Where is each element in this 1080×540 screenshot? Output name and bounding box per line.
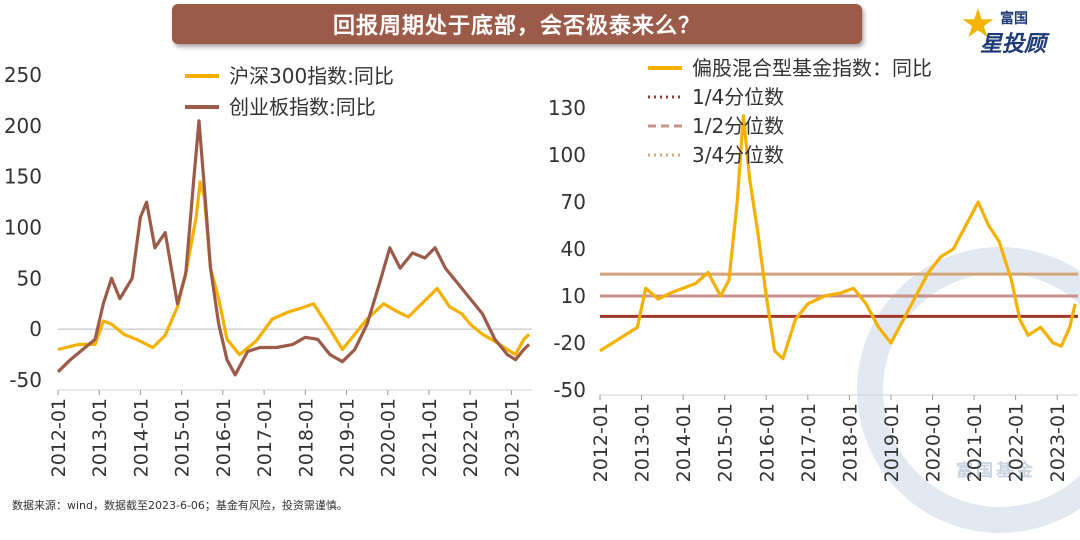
- x-tick-label: 2015-01: [172, 398, 194, 477]
- x-tick-label: 2012-01: [590, 403, 612, 482]
- watermark: 富国基金: [956, 461, 1036, 481]
- y-tick-label: 100: [4, 216, 42, 240]
- y-tick-label: 200: [4, 114, 42, 138]
- x-tick-label: 2013-01: [89, 398, 111, 477]
- y-tick-label: 10: [561, 284, 586, 308]
- y-tick-label: -20: [553, 331, 586, 355]
- x-tick-label: 2017-01: [798, 403, 820, 482]
- x-tick-label: 2014-01: [130, 398, 152, 477]
- x-tick-label: 2020-01: [378, 398, 400, 477]
- x-tick-label: 2021-01: [419, 398, 441, 477]
- logo-bottom-text: 星投顾: [980, 32, 1047, 57]
- chart-title: 回报周期处于底部，会否极泰来么？: [172, 4, 862, 44]
- series-line: [599, 114, 1077, 361]
- x-tick-label: 2021-01: [964, 403, 986, 482]
- y-tick-label: -50: [553, 378, 586, 402]
- x-tick-label: 2014-01: [673, 403, 695, 482]
- series-line: [57, 180, 531, 357]
- y-tick-label: 130: [548, 96, 586, 120]
- x-tick-label: 2020-01: [923, 403, 945, 482]
- x-tick-label: 2022-01: [1006, 403, 1028, 482]
- legend-label: 创业板指数:同比: [229, 95, 376, 119]
- logo-top-text: 富国: [1000, 11, 1028, 27]
- legend-label: 1/2分位数: [692, 114, 784, 138]
- x-tick-label: 2016-01: [213, 398, 235, 477]
- y-tick-label: -50: [9, 368, 42, 392]
- y-tick-label: 70: [561, 190, 586, 214]
- fullgoal-logo: ★ 富国星投顾: [960, 1, 1072, 57]
- series-line: [56, 119, 531, 377]
- x-tick-label: 2019-01: [337, 398, 359, 477]
- x-tick-label: 2022-01: [460, 398, 482, 477]
- y-tick-label: 0: [29, 317, 42, 341]
- x-tick-label: 2017-01: [254, 398, 276, 477]
- legend-label: 3/4分位数: [692, 143, 784, 167]
- y-tick-label: 100: [548, 143, 586, 167]
- left-chart: 250 200 150 100 50 0 -50 2012-01 2013-01 2014-01 2…: [4, 63, 532, 477]
- y-tick-label: 50: [17, 266, 42, 290]
- y-tick-label: 250: [4, 63, 42, 87]
- x-tick-label: 2019-01: [881, 403, 903, 482]
- legend-label: 1/4分位数: [692, 85, 784, 109]
- footnote: 数据来源：wind，数据截至2023-6-06；基金有风险，投资需谨慎。: [12, 499, 348, 512]
- x-tick-label: 2018-01: [839, 403, 861, 482]
- x-tick-label: 2013-01: [632, 403, 654, 482]
- x-tick-label: 2016-01: [756, 403, 778, 482]
- y-tick-label: 40: [561, 237, 586, 261]
- x-tick-label: 2023-01: [1047, 403, 1069, 482]
- x-tick-label: 2012-01: [48, 398, 70, 477]
- legend-label: 沪深300指数:同比: [229, 64, 394, 88]
- y-tick-label: 150: [4, 165, 42, 189]
- x-tick-label: 2015-01: [715, 403, 737, 482]
- star-icon: ★: [960, 1, 996, 47]
- legend-label: 偏股混合型基金指数：同比: [692, 56, 932, 80]
- x-tick-label: 2023-01: [501, 398, 523, 477]
- x-tick-label: 2018-01: [295, 398, 317, 477]
